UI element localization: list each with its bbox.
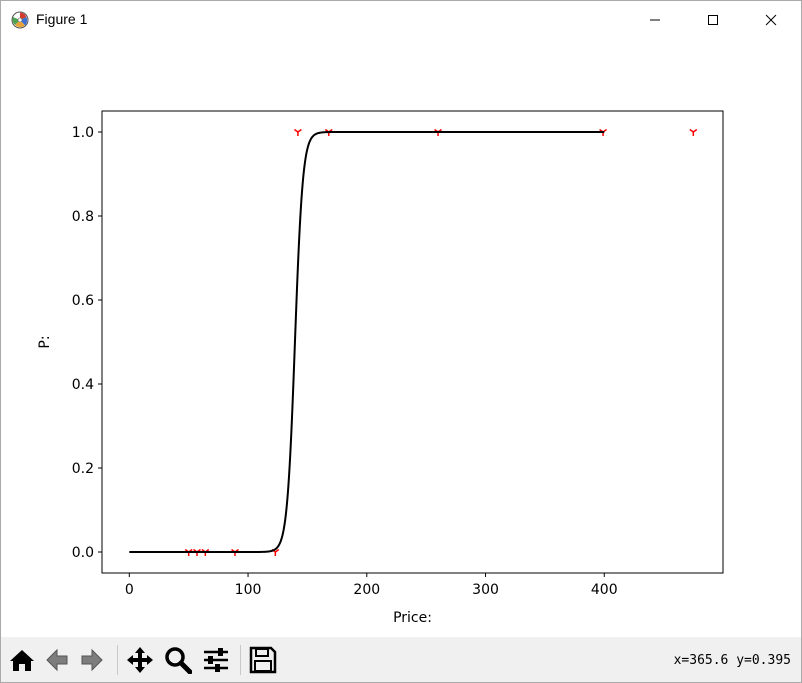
configure-subplots-icon: [204, 648, 228, 672]
configure-subplots-button[interactable]: [200, 645, 232, 675]
y-tick-label: 0.2: [72, 461, 94, 477]
forward-button[interactable]: [76, 645, 108, 675]
plot-canvas[interactable]: 0 100 200 300 400 0.0 0.2 0.4 0.6 0.8 1.0 Price: P:: [1, 39, 801, 637]
x-tick-label: 0: [125, 582, 134, 598]
save-icon: [249, 646, 277, 674]
home-icon: [10, 650, 34, 671]
minimize-icon: [650, 19, 660, 21]
pan-button[interactable]: [124, 645, 156, 675]
cursor-coordinates: x=365.6 y=0.395: [673, 653, 791, 668]
close-button[interactable]: [742, 1, 800, 39]
x-tick-label: 200: [353, 582, 380, 598]
home-button[interactable]: [6, 645, 38, 675]
y-axis-label: P:: [37, 335, 53, 348]
zoom-button[interactable]: [162, 645, 194, 675]
matplotlib-logo-icon: [11, 11, 29, 29]
data-point: [689, 128, 698, 136]
title-bar[interactable]: Figure 1: [1, 1, 801, 39]
x-axis-label: Price:: [393, 610, 432, 626]
toolbar-separator: [240, 645, 241, 675]
x-tick-label: 100: [235, 582, 262, 598]
toolbar-separator: [117, 645, 118, 675]
y-tick-label: 0.6: [72, 293, 94, 309]
back-button[interactable]: [41, 645, 73, 675]
save-button[interactable]: [247, 645, 279, 675]
axes-frame: [101, 110, 724, 574]
x-tick-label: 300: [472, 582, 499, 598]
pan-icon: [127, 647, 153, 673]
y-tick-label: 0.0: [72, 545, 94, 561]
maximize-icon: [708, 15, 718, 25]
maximize-button[interactable]: [684, 1, 742, 39]
zoom-icon: [165, 647, 192, 674]
x-tick-label: 400: [591, 582, 618, 598]
y-tick-label: 1.0: [72, 125, 94, 141]
forward-icon: [81, 648, 103, 672]
y-tick-label: 0.4: [72, 377, 94, 393]
close-icon: [765, 14, 777, 26]
chart: 0 100 200 300 400 0.0 0.2 0.4 0.6 0.8 1.0 Price: P:: [37, 110, 724, 626]
navigation-toolbar: x=365.6 y=0.395: [1, 637, 801, 682]
data-point: [293, 128, 302, 136]
y-tick-label: 0.8: [72, 209, 94, 225]
logistic-curve-line: [129, 131, 605, 553]
minimize-button[interactable]: [626, 1, 684, 39]
window-title: Figure 1: [36, 11, 88, 27]
back-icon: [46, 648, 68, 672]
